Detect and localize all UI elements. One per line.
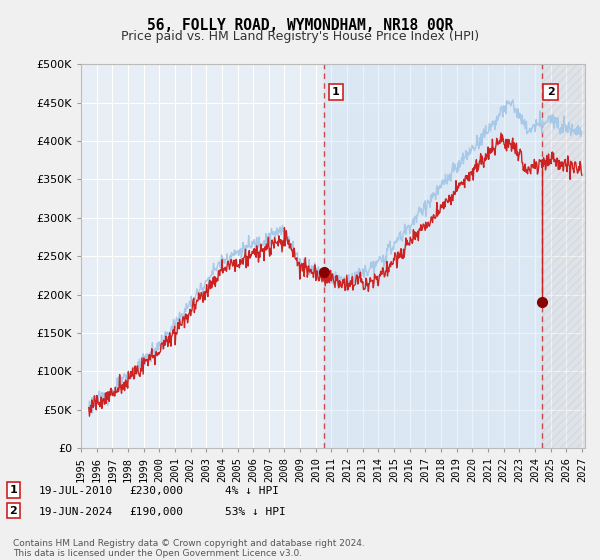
Text: 2: 2: [547, 87, 554, 97]
Text: 19-JUL-2010: 19-JUL-2010: [39, 486, 113, 496]
Text: £190,000: £190,000: [129, 507, 183, 517]
Text: Contains HM Land Registry data © Crown copyright and database right 2024.
This d: Contains HM Land Registry data © Crown c…: [13, 539, 365, 558]
Text: Price paid vs. HM Land Registry's House Price Index (HPI): Price paid vs. HM Land Registry's House …: [121, 30, 479, 43]
Text: 1: 1: [10, 485, 17, 495]
Text: £230,000: £230,000: [129, 486, 183, 496]
Text: 56, FOLLY ROAD, WYMONDHAM, NR18 0QR: 56, FOLLY ROAD, WYMONDHAM, NR18 0QR: [147, 18, 453, 33]
Text: 1: 1: [332, 87, 340, 97]
Bar: [542, 64, 585, 448]
Text: 53% ↓ HPI: 53% ↓ HPI: [225, 507, 286, 517]
Text: 2: 2: [10, 506, 17, 516]
Bar: [324, 64, 542, 448]
Text: 19-JUN-2024: 19-JUN-2024: [39, 507, 113, 517]
Text: 4% ↓ HPI: 4% ↓ HPI: [225, 486, 279, 496]
